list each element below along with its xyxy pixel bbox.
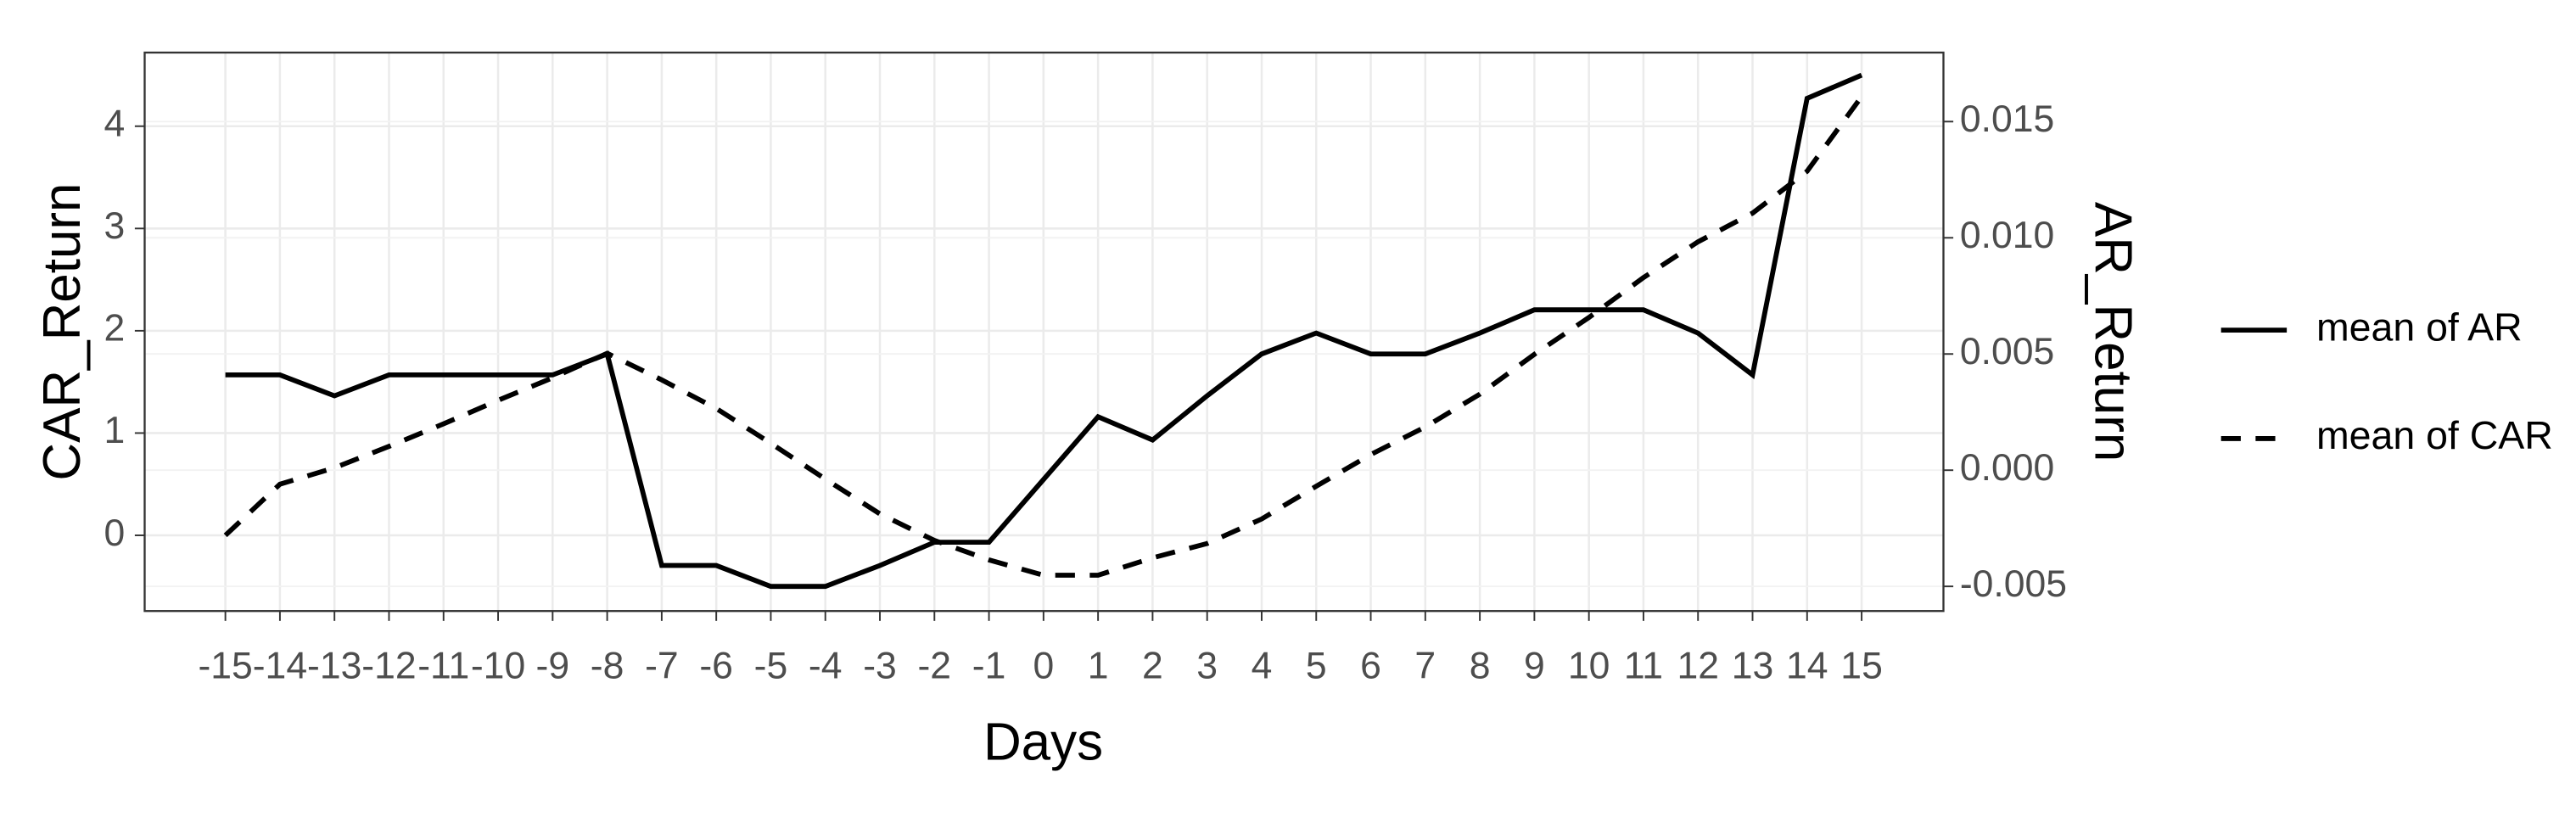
x-tick-label: -10 — [471, 646, 525, 687]
y-tick-label: 1 — [104, 410, 125, 451]
y2-tick-label: 0.005 — [1960, 331, 2054, 372]
x-tick-label: -8 — [591, 646, 624, 687]
line-series — [225, 72, 1863, 590]
line-series — [223, 95, 1864, 578]
x-tick-label: -11 — [417, 646, 469, 687]
y-tick-label: 3 — [104, 205, 125, 247]
x-tick-label: 3 — [1196, 646, 1218, 687]
x-tick-label: -7 — [645, 646, 679, 687]
x-tick-label: -12 — [361, 646, 416, 687]
x-tick-label: 11 — [1624, 646, 1663, 687]
x-tick-label: -2 — [917, 646, 951, 687]
y2-tick-label: 0.000 — [1960, 447, 2054, 489]
x-tick-label: 5 — [1306, 646, 1327, 687]
x-tick-label: -15 — [198, 646, 252, 687]
x-tick-label: 9 — [1524, 646, 1545, 687]
x-tick-label: 2 — [1142, 646, 1163, 687]
y2-tick-label: -0.005 — [1960, 563, 2067, 605]
legend-label: mean of CAR — [2316, 413, 2553, 457]
x-tick-label: 13 — [1732, 646, 1774, 687]
x-tick-label: -14 — [253, 646, 307, 687]
x-tick-label: 12 — [1677, 646, 1719, 687]
x-tick-label: 6 — [1360, 646, 1381, 687]
x-tick-label: -6 — [699, 646, 733, 687]
x-tick-label: -3 — [863, 646, 897, 687]
x-tick-label: 14 — [1786, 646, 1828, 687]
y2-tick-label: 0.010 — [1960, 215, 2054, 256]
x-tick-label: -5 — [754, 646, 788, 687]
x-axis-title: Days — [983, 713, 1103, 771]
y-tick-label: 0 — [104, 512, 125, 554]
x-tick-label: 8 — [1470, 646, 1491, 687]
y2-tick-label: 0.015 — [1960, 98, 2054, 140]
x-tick-label: 4 — [1252, 646, 1273, 687]
x-tick-label: -13 — [307, 646, 361, 687]
x-tick-label: -4 — [809, 646, 843, 687]
x-tick-label: 1 — [1088, 646, 1109, 687]
y-tick-label: 2 — [104, 308, 125, 350]
x-tick-label: 10 — [1568, 646, 1610, 687]
x-tick-label: -9 — [536, 646, 570, 687]
legend-label: mean of AR — [2316, 305, 2523, 349]
y2-axis-title: AR_Return — [2084, 202, 2142, 462]
y-axis-title: CAR_Return — [33, 183, 92, 481]
x-tick-label: -1 — [972, 646, 1006, 687]
y-tick-label: 4 — [104, 104, 125, 145]
x-tick-label: 7 — [1414, 646, 1436, 687]
x-tick-label: 0 — [1033, 646, 1054, 687]
x-tick-label: 15 — [1840, 646, 1883, 687]
